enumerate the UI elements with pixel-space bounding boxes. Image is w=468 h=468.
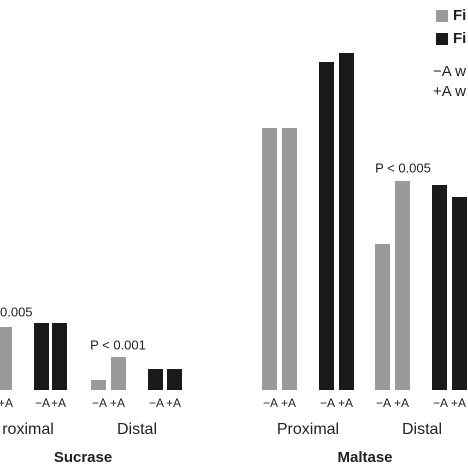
region-label: roximal [2, 421, 54, 438]
bar [282, 128, 297, 390]
bar [91, 380, 106, 390]
bar [452, 197, 467, 390]
legend-swatch [436, 33, 448, 45]
legend-label: Fi [453, 30, 466, 47]
x-tick-label: +A [281, 396, 296, 410]
bar [52, 323, 67, 390]
x-tick-label: −A [376, 396, 391, 410]
bar [432, 185, 447, 390]
x-tick-label: −A [35, 396, 50, 410]
x-tick-label: +A [166, 396, 181, 410]
region-label: Distal [117, 421, 157, 438]
x-tick-label: −A [92, 396, 107, 410]
x-tick-label: +A [451, 396, 466, 410]
bar [395, 181, 410, 390]
bar [34, 323, 49, 390]
group-label: Maltase [337, 449, 392, 466]
legend-label: Fi [453, 7, 466, 24]
legend-swatch [436, 10, 448, 22]
x-tick-label: +A [51, 396, 66, 410]
bar [111, 357, 126, 390]
x-tick-label: −A [263, 396, 278, 410]
bar [339, 53, 354, 390]
x-tick-label: −A [149, 396, 164, 410]
bar [262, 128, 277, 390]
x-tick-label: +A [338, 396, 353, 410]
x-tick-label: +A [110, 396, 125, 410]
annotation: P < 0.001 [90, 337, 146, 352]
group-label: Sucrase [54, 449, 112, 466]
x-tick-label: +A [0, 396, 13, 410]
annotation: 0.005 [0, 304, 33, 319]
bar [148, 369, 163, 390]
x-tick-label: −A [433, 396, 448, 410]
legend-note: +A w [433, 83, 466, 100]
region-label: Proximal [277, 421, 339, 438]
legend-note: −A w [433, 63, 466, 80]
annotation: P < 0.005 [375, 160, 431, 175]
bar [167, 369, 182, 390]
bar [319, 62, 334, 390]
x-tick-label: −A [320, 396, 335, 410]
region-label: Distal [402, 421, 442, 438]
bar [375, 244, 390, 390]
x-tick-label: +A [394, 396, 409, 410]
bar [0, 327, 12, 390]
